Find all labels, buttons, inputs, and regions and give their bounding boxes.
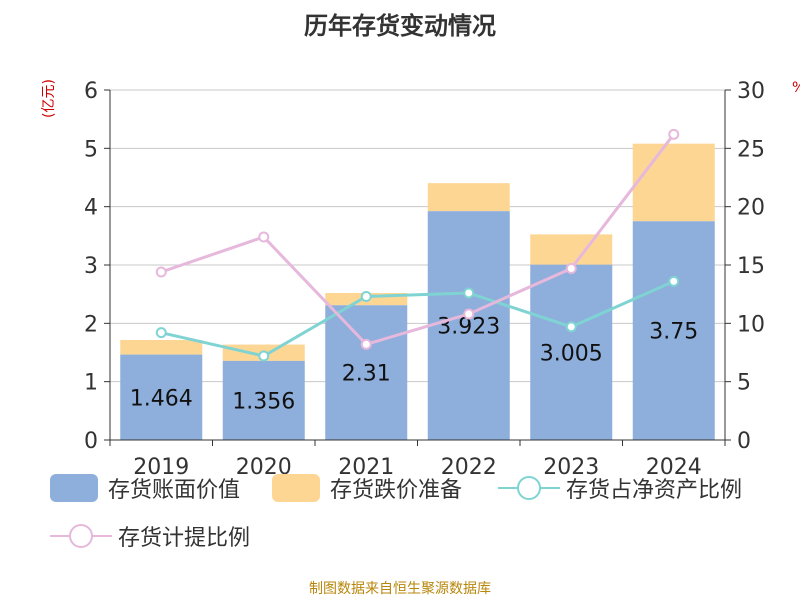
legend-item-net-asset-ratio[interactable]: 存货占净资产比例: [498, 472, 742, 504]
legend-swatch-net-asset-ratio: [498, 476, 560, 500]
legend-swatch-provision-ratio: [50, 524, 112, 548]
legend-item-provision-ratio[interactable]: 存货计提比例: [50, 520, 250, 552]
bar-data-label: 1.464: [130, 386, 193, 411]
legend-item-book-value[interactable]: 存货账面价值: [50, 472, 240, 504]
point-net-asset-ratio: [668, 275, 680, 287]
bar-impairment: [632, 143, 715, 222]
point-net-asset-ratio: [155, 327, 167, 339]
bar-book-value: [222, 360, 305, 440]
left-axis-tick-label: 0: [84, 429, 98, 454]
bar-book-value: [120, 354, 203, 440]
legend-item-impairment[interactable]: 存货跌价准备: [272, 472, 462, 504]
bar-impairment: [427, 183, 510, 212]
x-axis-tick-label: 2022: [441, 455, 497, 480]
right-axis-tick-label: 0: [737, 429, 751, 454]
right-axis-tick-label: 25: [737, 137, 765, 162]
x-axis-tick-label: 2019: [133, 455, 189, 480]
legend-swatch-book-value: [50, 474, 98, 502]
point-provision-ratio: [668, 128, 680, 140]
legend-label-impairment: 存货跌价准备: [330, 478, 463, 503]
right-axis-tick-label: 30: [737, 79, 765, 104]
right-axis-tick-label: 15: [737, 254, 765, 279]
legend-swatch-impairment: [272, 474, 320, 502]
data-source-note: 制图数据来自恒生聚源数据库: [309, 581, 491, 597]
line-net-asset-ratio: [160, 279, 675, 358]
legend-label-book-value: 存货账面价值: [108, 478, 241, 503]
bar-impairment: [530, 234, 613, 265]
bar-data-label: 2.31: [342, 362, 391, 387]
legend-label-net-asset-ratio: 存货占净资产比例: [566, 478, 743, 503]
x-axis-tick-label: 2023: [543, 455, 599, 480]
point-provision-ratio: [463, 308, 475, 320]
line-provision-ratio: [160, 133, 675, 347]
point-provision-ratio: [155, 266, 167, 278]
chart-title: 历年存货变动情况: [304, 12, 496, 40]
right-axis-tick-label: 10: [737, 312, 765, 337]
right-axis-tick-label: 5: [737, 371, 751, 396]
right-axis-tick-label: 20: [737, 196, 765, 221]
right-axis-unit: %: [792, 80, 800, 96]
bar-book-value: [427, 211, 510, 440]
point-provision-ratio: [565, 263, 577, 274]
bar-book-value: [325, 305, 408, 440]
x-axis-tick-label: 2021: [338, 455, 394, 480]
point-provision-ratio: [258, 231, 270, 243]
bar-data-label: 3.005: [540, 341, 603, 366]
bar-impairment: [120, 340, 203, 355]
point-net-asset-ratio: [565, 321, 577, 333]
bar-book-value: [632, 221, 715, 440]
point-net-asset-ratio: [258, 350, 270, 362]
legend-label-provision-ratio: 存货计提比例: [118, 526, 251, 551]
point-provision-ratio: [360, 338, 372, 350]
point-net-asset-ratio: [463, 287, 475, 299]
left-axis-tick-label: 1: [84, 371, 98, 396]
x-axis-tick-label: 2024: [646, 455, 702, 480]
left-axis-tick-label: 5: [84, 137, 98, 162]
left-axis-tick-label: 3: [84, 254, 98, 279]
point-net-asset-ratio: [360, 291, 372, 302]
left-axis-tick-label: 2: [84, 312, 98, 337]
left-axis-tick-label: 4: [84, 196, 98, 221]
bar-data-label: 1.356: [232, 389, 295, 414]
bar-book-value: [530, 264, 613, 440]
left-axis-tick-label: 6: [84, 79, 98, 104]
bar-data-label: 3.75: [649, 320, 698, 345]
